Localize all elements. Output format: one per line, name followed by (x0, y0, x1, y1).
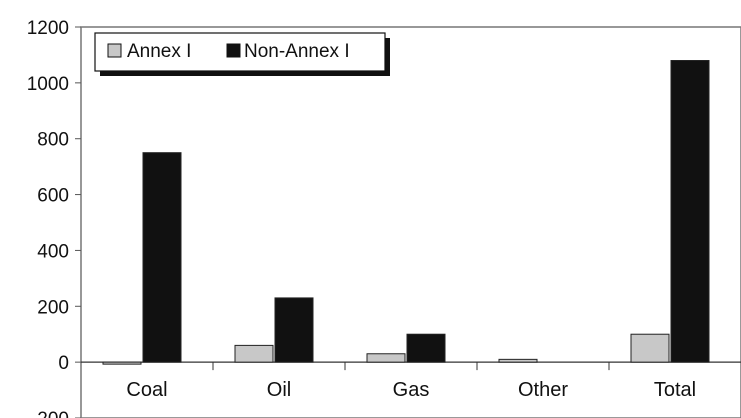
bars (102, 60, 710, 365)
y-tick-label: -200 (31, 409, 69, 418)
x-category-label: Oil (267, 379, 291, 401)
y-tick-label: 600 (37, 186, 69, 207)
y-tick-label: 200 (37, 297, 69, 318)
bar-non-annex-i-oil (274, 297, 314, 363)
legend-swatch-annex-i (107, 43, 122, 58)
legend-label-annex-i: Annex I (127, 41, 191, 62)
x-axis: Coal Oil Gas Other Total (126, 362, 696, 401)
y-tick-label: 800 (37, 130, 69, 151)
bar-non-annex-i-coal (142, 152, 182, 363)
legend: Annex I Non-Annex I (94, 32, 390, 76)
y-tick-label: 1200 (27, 18, 69, 39)
legend-swatch-non-annex-i (226, 43, 241, 58)
y-axis: 1200 1000 800 600 400 200 0 -200 (27, 18, 81, 418)
legend-label-non-annex-i: Non-Annex I (244, 41, 350, 62)
y-tick-label: 1000 (27, 74, 69, 95)
bar-annex-i-coal (102, 361, 142, 365)
y-tick-label: 400 (37, 241, 69, 262)
x-category-label: Other (518, 379, 568, 401)
bar-annex-i-other (498, 358, 538, 363)
bar-non-annex-i-total (670, 60, 710, 363)
x-category-label: Gas (393, 379, 430, 401)
bar-annex-i-total (630, 333, 670, 363)
bar-annex-i-gas (366, 353, 406, 363)
x-category-label: Total (654, 379, 696, 401)
bar-annex-i-oil (234, 344, 274, 363)
x-category-label: Coal (126, 379, 167, 401)
y-tick-label: 0 (58, 353, 69, 374)
bar-non-annex-i-gas (406, 333, 446, 363)
